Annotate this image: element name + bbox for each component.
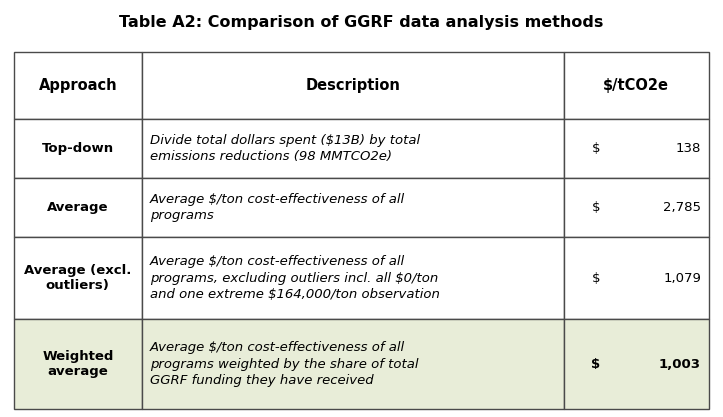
Text: Average $/ton cost-effectiveness of all
programs: Average $/ton cost-effectiveness of all … bbox=[150, 193, 405, 222]
Text: Approach: Approach bbox=[38, 78, 117, 93]
Text: Description: Description bbox=[305, 78, 400, 93]
Text: Table A2: Comparison of GGRF data analysis methods: Table A2: Comparison of GGRF data analys… bbox=[119, 15, 604, 30]
Text: $: $ bbox=[591, 201, 600, 214]
Bar bbox=[142, 178, 564, 237]
Text: Top-down: Top-down bbox=[42, 142, 114, 155]
Bar bbox=[142, 237, 564, 319]
Bar bbox=[564, 319, 709, 409]
Text: Average $/ton cost-effectiveness of all
programs weighted by the share of total
: Average $/ton cost-effectiveness of all … bbox=[150, 341, 418, 387]
Text: Divide total dollars spent ($13B) by total
emissions reductions (98 MMTCO2e): Divide total dollars spent ($13B) by tot… bbox=[150, 134, 420, 163]
Text: Average (excl.
outliers): Average (excl. outliers) bbox=[24, 264, 132, 292]
Bar bbox=[564, 119, 709, 178]
Text: $: $ bbox=[591, 272, 600, 285]
Bar bbox=[142, 119, 564, 178]
Bar bbox=[14, 319, 142, 409]
Text: Average: Average bbox=[47, 201, 108, 214]
Text: $/tCO2e: $/tCO2e bbox=[604, 78, 669, 93]
Text: $: $ bbox=[591, 142, 600, 155]
Text: 138: 138 bbox=[675, 142, 701, 155]
Bar bbox=[142, 319, 564, 409]
Bar bbox=[14, 119, 142, 178]
Text: 1,079: 1,079 bbox=[663, 272, 701, 285]
Text: Average $/ton cost-effectiveness of all
programs, excluding outliers incl. all $: Average $/ton cost-effectiveness of all … bbox=[150, 255, 440, 301]
Bar bbox=[564, 52, 709, 119]
Bar bbox=[142, 52, 564, 119]
Text: Weighted
average: Weighted average bbox=[42, 350, 114, 378]
Text: $: $ bbox=[591, 358, 600, 371]
Bar bbox=[564, 237, 709, 319]
Text: 1,003: 1,003 bbox=[659, 358, 701, 371]
Bar bbox=[14, 237, 142, 319]
Bar bbox=[14, 52, 142, 119]
Text: 2,785: 2,785 bbox=[663, 201, 701, 214]
Bar bbox=[564, 178, 709, 237]
Bar bbox=[14, 178, 142, 237]
